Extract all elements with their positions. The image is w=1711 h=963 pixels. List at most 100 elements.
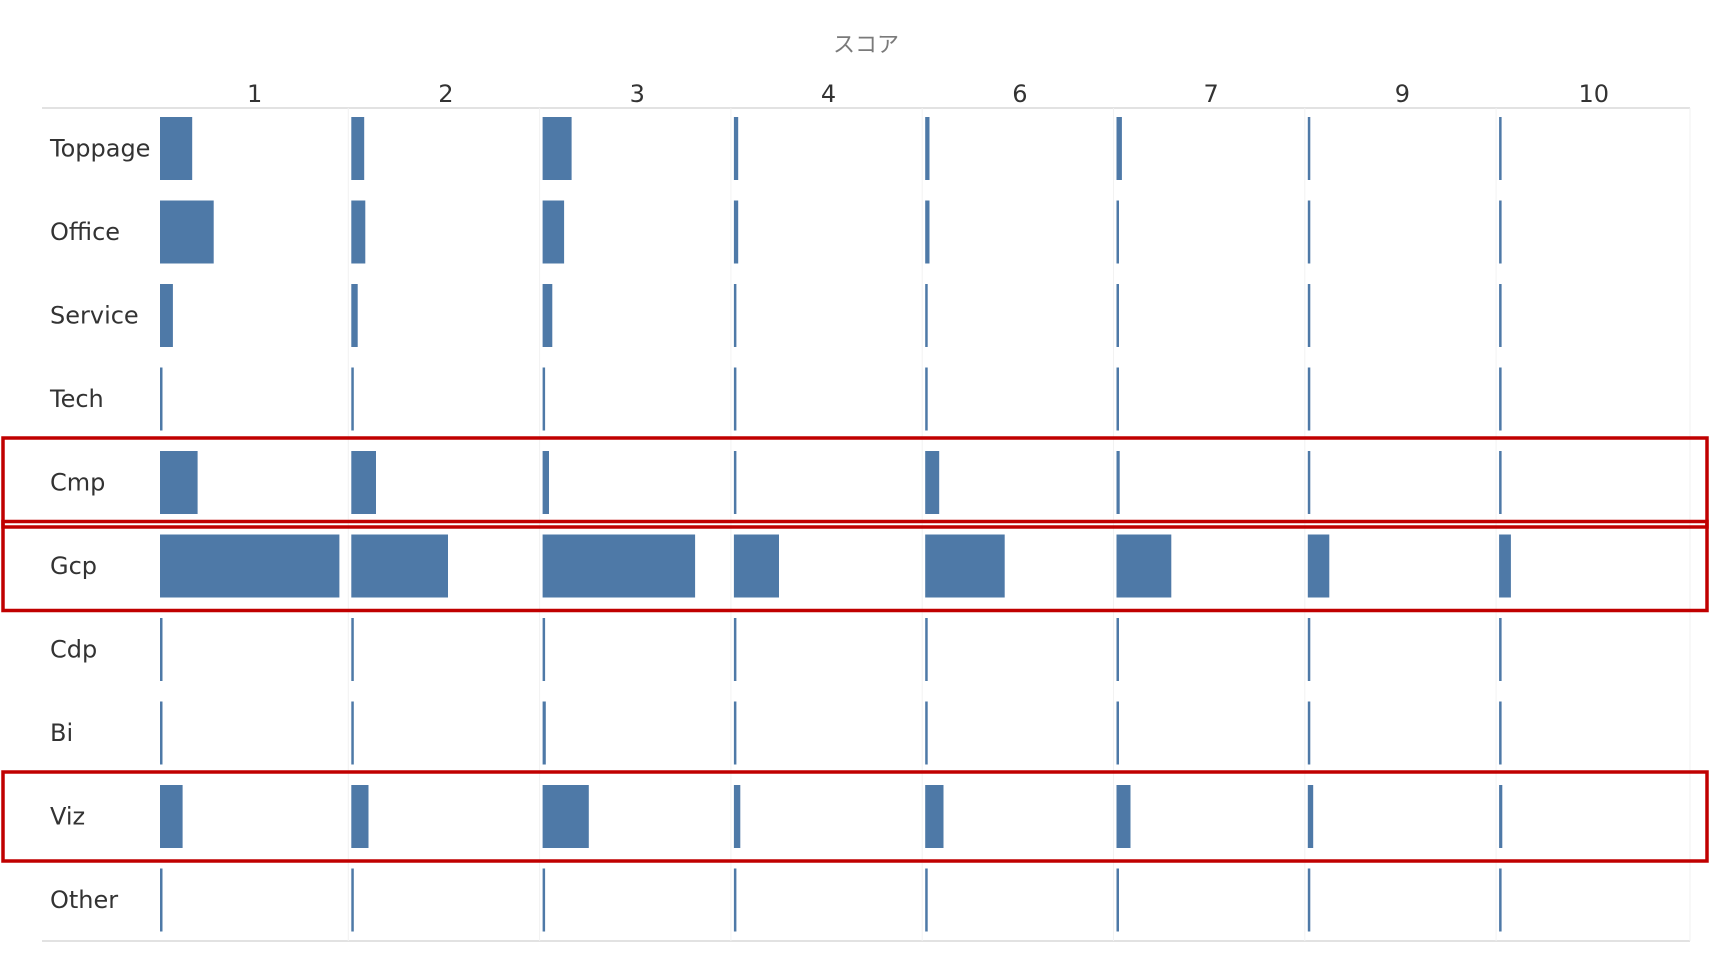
bar-gcp-10	[1499, 534, 1511, 598]
bar-office-4	[733, 200, 739, 264]
bar-toppage-1	[160, 117, 193, 180]
bar-other-10	[1499, 868, 1502, 932]
bar-other-3	[542, 868, 546, 932]
column-labels: 1 2 3 4 6 7 9 10	[247, 80, 1609, 108]
bar-bi-1	[160, 701, 163, 765]
bar-cmp-4	[733, 451, 737, 514]
bar-other-9	[1307, 868, 1311, 932]
bar-viz-10	[1499, 785, 1503, 848]
bar-tech-10	[1499, 367, 1502, 431]
row-label-tech: Tech	[49, 385, 104, 413]
bar-viz-6	[925, 785, 944, 848]
column-label-1: 1	[247, 80, 262, 108]
bar-cdp-7	[1116, 618, 1119, 681]
bar-service-1	[160, 284, 173, 347]
bar-gcp-6	[925, 534, 1005, 598]
column-label-10: 10	[1578, 80, 1609, 108]
bar-cmp-1	[160, 451, 198, 514]
bar-viz-7	[1116, 785, 1131, 848]
bar-cdp-3	[542, 618, 546, 681]
bar-office-10	[1499, 200, 1502, 264]
bar-office-9	[1307, 200, 1311, 264]
bar-viz-1	[160, 785, 183, 848]
bar-bi-10	[1499, 701, 1502, 765]
highlight-box-cmp	[1, 436, 1709, 529]
row-labels: Toppage Office Service Tech Cmp Gcp Cdp Bi Viz Ot…	[49, 135, 150, 915]
highlight-boxes	[1, 436, 1709, 863]
bar-bi-9	[1307, 701, 1311, 765]
bar-cmp-10	[1499, 451, 1502, 514]
bar-cmp-6	[925, 451, 940, 514]
bar-office-1	[160, 200, 214, 264]
x-axis-title: スコア	[833, 33, 899, 58]
bar-office-6	[925, 200, 930, 264]
bar-cmp-9	[1307, 451, 1311, 514]
bar-cmp-3	[542, 451, 549, 514]
bar-viz-9	[1307, 785, 1314, 848]
bar-cmp-7	[1116, 451, 1120, 514]
bar-service-4	[733, 284, 737, 347]
bar-bi-7	[1116, 701, 1119, 765]
row-label-other: Other	[50, 886, 118, 914]
bar-toppage-7	[1116, 117, 1122, 180]
bar-other-4	[733, 868, 737, 932]
column-label-7: 7	[1204, 80, 1219, 108]
bar-cdp-9	[1307, 618, 1311, 681]
column-label-3: 3	[630, 80, 645, 108]
row-label-toppage: Toppage	[49, 135, 150, 163]
bar-other-6	[925, 868, 928, 932]
bar-toppage-10	[1499, 117, 1502, 180]
bar-bi-3	[542, 701, 546, 765]
column-label-6: 6	[1012, 80, 1027, 108]
bar-tech-6	[925, 367, 928, 431]
bar-gcp-9	[1307, 534, 1330, 598]
row-label-cmp: Cmp	[50, 469, 105, 497]
bar-other-1	[160, 868, 163, 932]
bar-service-7	[1116, 284, 1119, 347]
bar-tech-2	[351, 367, 354, 431]
bar-gcp-4	[733, 534, 779, 598]
bar-office-3	[542, 200, 565, 264]
bar-service-6	[925, 284, 928, 347]
bar-gcp-7	[1116, 534, 1172, 598]
bar-other-2	[351, 868, 354, 932]
row-label-cdp: Cdp	[50, 636, 97, 664]
bar-toppage-3	[542, 117, 572, 180]
bar-toppage-6	[925, 117, 930, 180]
bar-toppage-2	[351, 117, 365, 180]
bar-viz-3	[542, 785, 589, 848]
highlight-box-gcp	[1, 519, 1709, 613]
highlight-box-viz	[1, 770, 1709, 863]
bar-service-3	[542, 284, 553, 347]
column-label-9: 9	[1395, 80, 1410, 108]
bar-other-7	[1116, 868, 1119, 932]
bar-tech-7	[1116, 367, 1119, 431]
column-label-4: 4	[821, 80, 836, 108]
bar-viz-2	[351, 785, 369, 848]
bar-bi-6	[925, 701, 928, 765]
bar-gcp-1	[160, 534, 340, 598]
bar-tech-9	[1307, 367, 1311, 431]
bar-marks	[160, 117, 1511, 932]
bar-cmp-2	[351, 451, 376, 514]
bar-tech-1	[160, 367, 163, 431]
row-label-gcp: Gcp	[50, 552, 97, 580]
bar-viz-4	[733, 785, 741, 848]
bar-cdp-10	[1499, 618, 1502, 681]
bar-cdp-1	[160, 618, 163, 681]
bar-office-2	[351, 200, 366, 264]
bar-gcp-3	[542, 534, 696, 598]
bar-toppage-9	[1307, 117, 1311, 180]
row-label-office: Office	[50, 218, 120, 246]
bar-bi-4	[733, 701, 737, 765]
row-label-bi: Bi	[50, 719, 73, 747]
row-label-viz: Viz	[50, 803, 85, 831]
bar-tech-3	[542, 367, 546, 431]
bar-cdp-4	[733, 618, 737, 681]
bar-tech-4	[733, 367, 737, 431]
bar-gcp-2	[351, 534, 448, 598]
bar-bi-2	[351, 701, 354, 765]
bar-cdp-6	[925, 618, 928, 681]
bar-cdp-2	[351, 618, 354, 681]
